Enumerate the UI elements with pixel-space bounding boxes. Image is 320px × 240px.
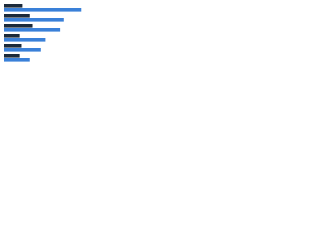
bar: [4, 54, 20, 58]
chart: [4, 4, 82, 62]
bar: [4, 38, 46, 42]
bar: [4, 58, 30, 62]
bar: [4, 44, 22, 48]
bar: [4, 48, 41, 52]
bar: [4, 4, 23, 8]
bar: [4, 14, 30, 18]
bar: [4, 18, 64, 22]
bar: [4, 28, 61, 32]
bar: [4, 24, 33, 28]
bar: [4, 8, 82, 12]
page: (() => { const data = JSON.parse(documen…: [0, 0, 320, 71]
bar: [4, 34, 20, 38]
